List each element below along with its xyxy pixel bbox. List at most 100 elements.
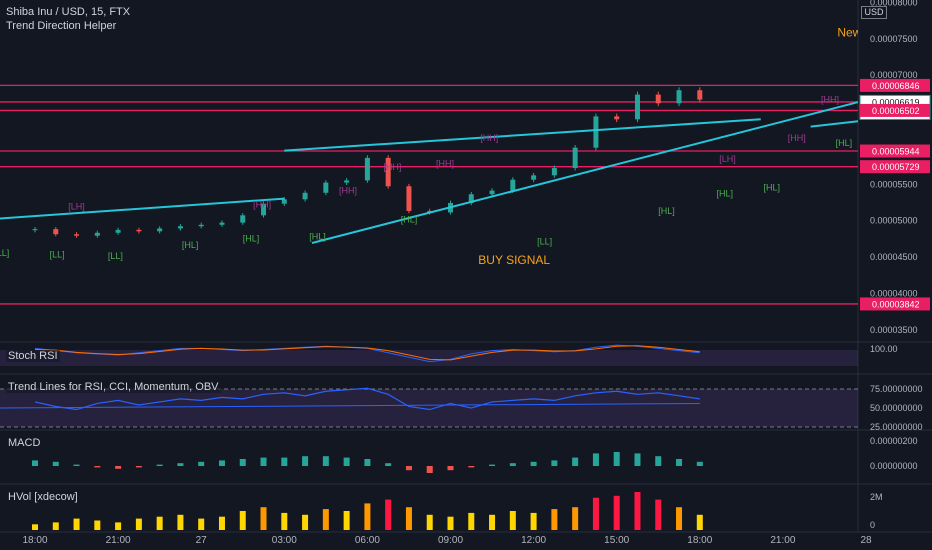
x-tick-label: 27 — [196, 535, 208, 546]
price-level-label: 0.00005729 — [872, 162, 920, 172]
rsi-line — [34, 387, 700, 411]
macd-bar — [551, 460, 558, 466]
candle-body — [489, 190, 495, 195]
hvol-bar — [634, 492, 641, 530]
macd-bar — [364, 459, 371, 466]
swing-label: [HH] — [253, 199, 271, 209]
x-tick-label: 15:00 — [604, 535, 629, 546]
hvol-bar — [696, 514, 703, 530]
hvol-title[interactable]: HVol [xdecow] — [6, 491, 80, 503]
hvol-bar — [260, 507, 267, 530]
x-tick-label: 28 — [860, 535, 872, 546]
swing-label: [LL] — [108, 251, 123, 261]
macd-bar — [489, 464, 496, 466]
x-tick-label: 21:00 — [106, 535, 131, 546]
hvol-bar — [239, 511, 246, 530]
candle-body — [281, 199, 287, 204]
swing-label: [HH] — [821, 95, 839, 105]
macd-bar — [676, 459, 683, 466]
candle-body — [385, 157, 391, 187]
candle-body — [572, 147, 578, 169]
candle-body — [551, 168, 557, 176]
price-level-tag — [860, 160, 930, 174]
macd-bar — [177, 463, 184, 466]
stoch-rsi-line — [34, 345, 700, 361]
x-tick-label: 21:00 — [770, 535, 795, 546]
swing-label: [HL] — [401, 215, 418, 225]
macd-bar — [32, 460, 38, 466]
swing-label: [HH] — [480, 133, 498, 143]
macd-bar — [52, 461, 59, 466]
stoch-tick-label: 100.00 — [870, 344, 898, 354]
macd-bar — [572, 457, 579, 466]
swing-label: [LL] — [0, 248, 9, 258]
hvol-bar — [405, 507, 412, 530]
rsi-tick-label: 25.00000000 — [870, 422, 923, 432]
macd-bar — [468, 466, 475, 468]
candle-body — [531, 175, 537, 180]
y-tick-label: 0.00007500 — [870, 34, 918, 44]
macd-title[interactable]: MACD — [6, 437, 43, 449]
macd-bar — [198, 461, 205, 466]
y-tick-label: 0.00003500 — [870, 325, 918, 335]
swing-label: [HL] — [182, 240, 199, 250]
rsi-band — [0, 389, 858, 427]
price-level-label: 0.00005944 — [872, 147, 920, 157]
candle-body — [510, 179, 516, 191]
macd-bar — [426, 466, 433, 473]
macd-bar — [447, 466, 454, 471]
price-level-label: 0.00006619 — [872, 97, 920, 107]
swing-label: [HL] — [243, 234, 260, 244]
candle-body — [697, 90, 703, 100]
candle-body — [74, 234, 80, 236]
currency-button[interactable]: USD — [861, 6, 887, 19]
symbol-legend[interactable]: Shiba Inu / USD, 15, FTX — [6, 6, 131, 18]
indicator-legend[interactable]: Trend Direction Helper — [6, 20, 117, 32]
rsi-tick-label: 75.00000000 — [870, 384, 923, 394]
x-tick-label: 03:00 — [272, 535, 297, 546]
macd-bar — [634, 453, 641, 466]
hvol-bar — [343, 511, 350, 530]
swing-label: [HL] — [658, 206, 675, 216]
hvol-bar — [218, 516, 225, 530]
candle-body — [177, 226, 183, 229]
candle-body — [240, 215, 246, 223]
macd-bar — [696, 461, 703, 466]
macd-bar — [73, 464, 80, 466]
price-level-tag — [860, 103, 930, 117]
swing-label: [LH] — [719, 154, 736, 164]
trend-lines-title[interactable]: Trend Lines for RSI, CCI, Momentum, OBV — [6, 381, 221, 393]
hvol-bar — [551, 509, 558, 530]
hvol-bar — [385, 499, 392, 530]
x-tick-label: 12:00 — [521, 535, 546, 546]
stoch-band — [0, 350, 858, 366]
hvol-bar — [52, 522, 59, 530]
swing-label: [LH] — [68, 202, 85, 212]
hvol-bar — [468, 512, 475, 530]
hvol-bar — [177, 514, 184, 530]
candle-body — [115, 229, 121, 233]
swing-label: [HL] — [764, 183, 781, 193]
macd-bar — [509, 463, 516, 466]
hvol-bar — [156, 516, 163, 530]
x-tick-label: 06:00 — [355, 535, 380, 546]
y-tick-label: 0.00004000 — [870, 288, 918, 298]
macd-bar — [135, 466, 142, 468]
swing-label: [LL] — [50, 250, 65, 260]
price-level-label: 0.00006846 — [872, 81, 920, 91]
y-tick-label: 0.00005000 — [870, 216, 918, 226]
hvol-bar — [135, 518, 142, 530]
trendline — [0, 197, 285, 220]
hvol-bar — [302, 514, 309, 530]
hvol-bar — [94, 520, 101, 530]
stoch-rsi-title[interactable]: Stoch RSI — [6, 350, 60, 362]
candle-body — [198, 224, 204, 227]
price-level-tag — [860, 297, 930, 311]
y-tick-label: 0.00007000 — [870, 70, 918, 80]
macd-bar — [302, 456, 309, 466]
swing-label: [HL] — [309, 231, 326, 241]
hvol-bar — [655, 499, 662, 530]
